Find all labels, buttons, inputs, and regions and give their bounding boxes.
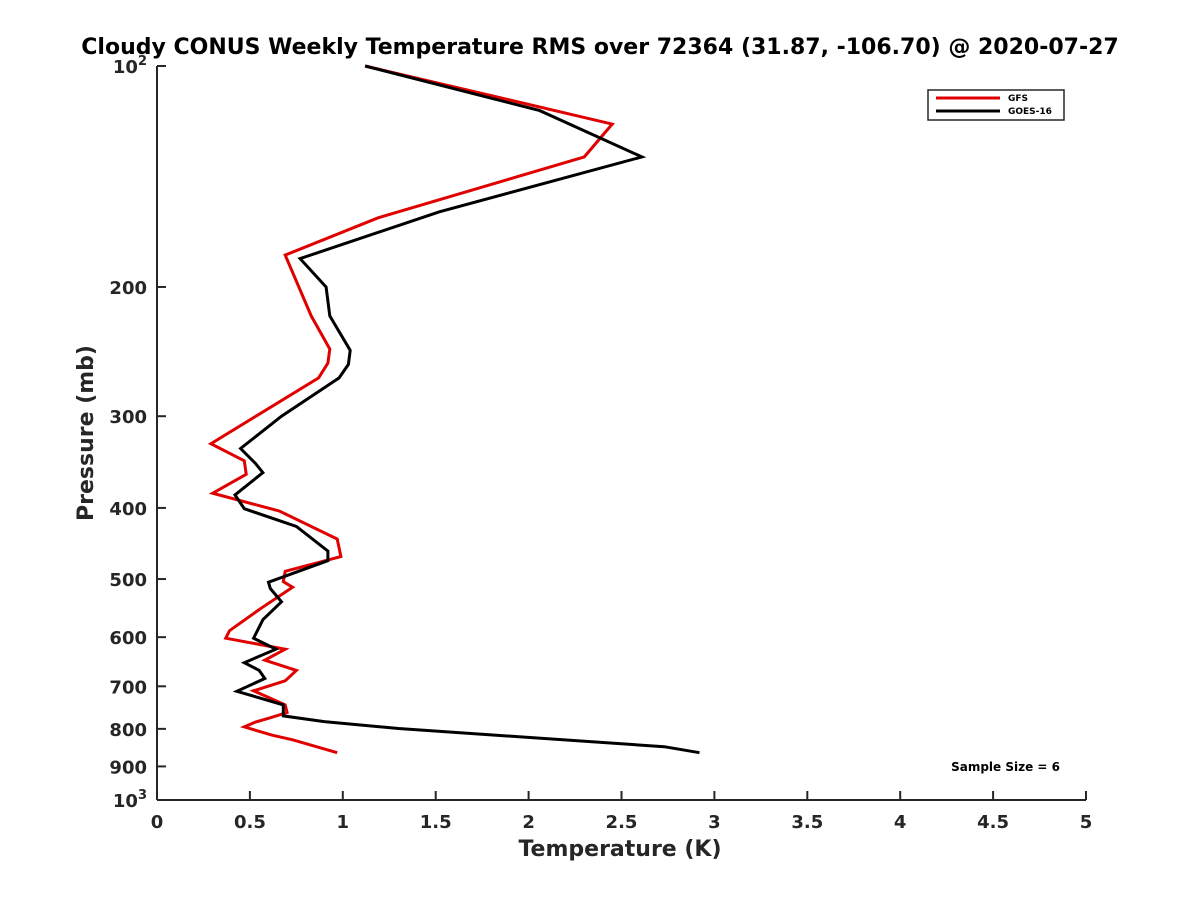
legend-label: GOES-16	[1008, 107, 1052, 117]
legend-box	[927, 89, 1065, 121]
y-tick-label: 103	[113, 788, 147, 812]
x-tick-label: 3.5	[791, 812, 823, 833]
legend-label: GFS	[1008, 94, 1028, 104]
y-tick-label: 400	[109, 499, 147, 520]
x-axis: 0 0.5 1 1.5 2 2.5 3 3.5 4 4.5 5	[151, 791, 1093, 833]
x-tick-label: 1	[337, 812, 350, 833]
x-tick-label: 4.5	[977, 812, 1009, 833]
x-tick-label: 1.5	[420, 812, 452, 833]
x-tick-label: 3	[708, 812, 721, 833]
y-tick-label: 900	[109, 757, 147, 778]
plot-area	[156, 64, 1086, 801]
legend: GFS GOES-16	[927, 89, 1065, 121]
y-tick-label: 300	[109, 407, 147, 428]
x-tick-label: 2	[522, 812, 535, 833]
series-line-gfs	[207, 64, 615, 755]
y-tick-label: 500	[109, 570, 147, 591]
y-tick-label: 700	[109, 677, 147, 698]
y-axis-label: Pressure (mb)	[74, 345, 99, 521]
y-axis: 102 200 300 400 500 600 700 800 900 103	[109, 54, 166, 812]
x-tick-label: 4	[894, 812, 907, 833]
x-tick-label: 0.5	[234, 812, 266, 833]
y-tick-label: 800	[109, 720, 147, 741]
chart-title: Cloudy CONUS Weekly Temperature RMS over…	[81, 35, 1118, 60]
y-tick-label: 102	[113, 54, 147, 78]
x-tick-label: 0	[151, 812, 164, 833]
y-tick-label: 200	[109, 278, 147, 299]
x-axis-label: Temperature (K)	[518, 837, 721, 862]
x-tick-label: 2.5	[606, 812, 638, 833]
series-line-goes-16	[232, 64, 700, 755]
x-tick-label: 5	[1080, 812, 1093, 833]
y-tick-label: 600	[109, 628, 147, 649]
sample-size-annotation: Sample Size = 6	[951, 760, 1060, 774]
